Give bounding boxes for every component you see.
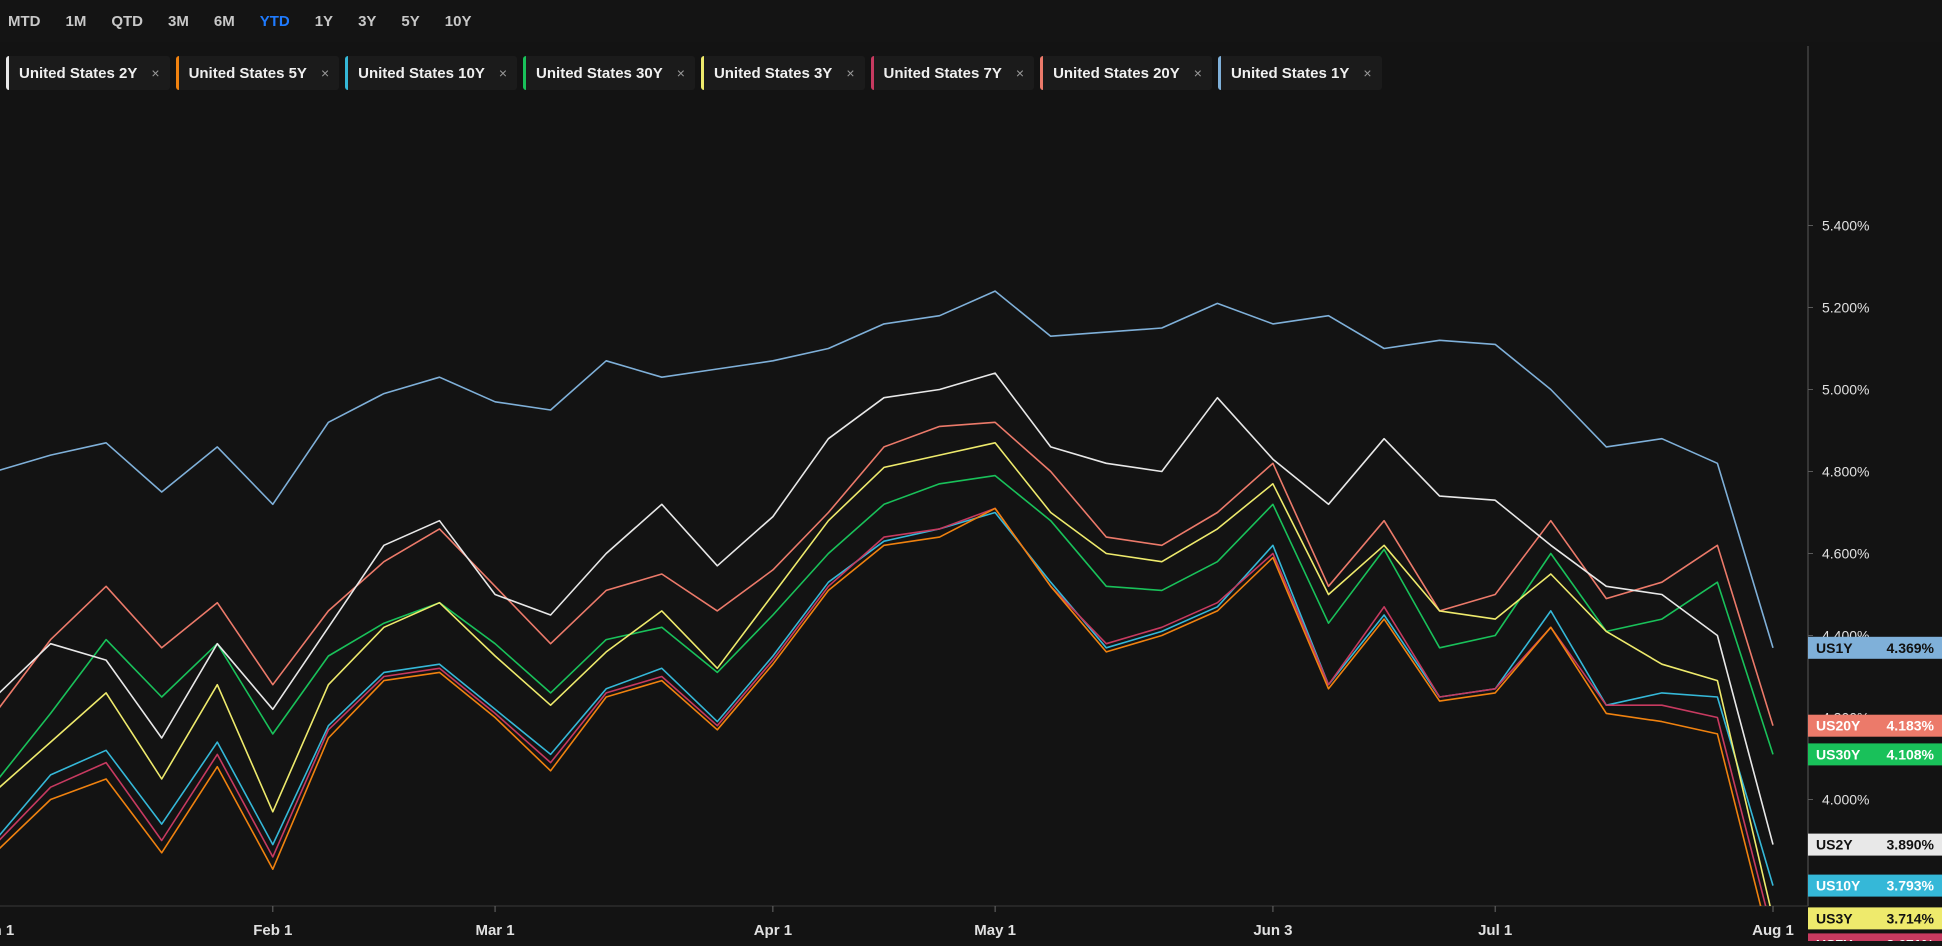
timeframe-3y-button[interactable]: 3Y [358, 12, 377, 30]
timeframe-10y-button[interactable]: 10Y [444, 12, 472, 30]
badge-series-label: US30Y [1816, 746, 1861, 762]
x-tick-label: Jan 1 [0, 922, 14, 939]
legend-chip[interactable]: United States 20Y × [1040, 56, 1212, 90]
badge-background [1808, 743, 1942, 766]
series-line-us5y[interactable] [0, 507, 1773, 941]
y-tick-label: 4.600% [1822, 546, 1869, 562]
last-value-badge: US7Y 3.671% [1808, 933, 1942, 946]
close-icon[interactable]: × [1015, 65, 1025, 81]
timeframe-toolbar: MTD 1M QTD 3M 6M YTD 1Y 3Y 5Y 10Y [0, 0, 1942, 42]
legend-chip[interactable]: United States 1Y × [1217, 56, 1382, 90]
series-line-us2y[interactable] [0, 372, 1774, 845]
badge-background [1808, 907, 1942, 930]
timeframe-6m-button[interactable]: 6M [213, 12, 235, 30]
last-value-badge: US10Y 3.793% [1808, 874, 1942, 897]
timeframe-qtd-button[interactable]: QTD [111, 12, 144, 30]
badge-last-value: 3.671% [1887, 936, 1935, 941]
timeframe-5y-button[interactable]: 5Y [401, 12, 420, 30]
series-line-us7y[interactable] [0, 507, 1773, 934]
badge-last-value: 4.369% [1887, 640, 1935, 656]
legend-chip-label: United States 2Y [19, 64, 138, 82]
x-tick-label: Apr 1 [754, 922, 792, 939]
badge-series-label: US3Y [1816, 910, 1853, 926]
legend-chip[interactable]: United States 10Y × [345, 56, 518, 90]
series-line-us30y[interactable] [0, 474, 1774, 783]
legend-chip-label: United States 1Y [1230, 64, 1350, 82]
badge-background [1808, 714, 1942, 737]
badge-series-label: US1Y [1816, 640, 1853, 656]
last-value-badge: US2Y 3.890% [1808, 833, 1942, 856]
timeframe-1y-button[interactable]: 1Y [314, 12, 334, 30]
badge-last-value: 4.183% [1887, 718, 1935, 734]
legend-chip[interactable]: United States 3Y × [700, 56, 865, 90]
y-tick-label: 5.000% [1822, 382, 1869, 398]
legend-chip-label: United States 3Y [713, 64, 833, 82]
x-tick-label: Aug 1 [1752, 922, 1794, 939]
legend-chip[interactable]: United States 30Y × [523, 56, 695, 90]
x-tick-label: Jun 3 [1253, 922, 1292, 939]
last-value-badge: US1Y 4.369% [1808, 636, 1942, 659]
last-value-badge: US30Y 4.108% [1808, 743, 1942, 766]
close-icon[interactable]: × [1363, 65, 1372, 81]
close-icon[interactable]: × [846, 65, 855, 81]
badge-series-label: US7Y [1816, 936, 1853, 941]
legend-chip-label: United States 20Y [1053, 64, 1180, 82]
badge-last-value: 3.793% [1887, 878, 1935, 894]
badge-background [1808, 636, 1942, 659]
x-tick-label: Jul 1 [1478, 922, 1512, 939]
series-line-us10y[interactable] [0, 511, 1774, 886]
close-icon[interactable]: × [151, 65, 160, 81]
badge-background [1808, 833, 1942, 856]
series-legend: United States 2Y × United States 5Y × United… [6, 56, 1382, 90]
badge-last-value: 3.890% [1887, 837, 1935, 853]
close-icon[interactable]: × [498, 65, 508, 81]
legend-chip[interactable]: United States 7Y × [870, 56, 1035, 90]
series-line-us20y[interactable] [0, 421, 1774, 726]
series-group [0, 290, 1774, 941]
series-line-us3y[interactable] [0, 441, 1773, 919]
badge-last-value: 3.714% [1887, 910, 1935, 926]
legend-chip[interactable]: United States 2Y × [6, 56, 170, 90]
legend-chip-label: United States 10Y [358, 64, 485, 82]
badge-series-label: US20Y [1816, 718, 1861, 734]
timeframe-mtd-button[interactable]: MTD [8, 12, 41, 30]
timeframe-ytd-button[interactable]: YTD [259, 12, 290, 30]
y-tick-label: 5.200% [1822, 300, 1869, 316]
close-icon[interactable]: × [1193, 65, 1202, 81]
chart-area: 4.000%4.200%4.400%4.600%4.800%5.000%5.20… [0, 42, 1942, 946]
legend-chip[interactable]: United States 5Y × [175, 56, 340, 90]
last-value-badge: US3Y 3.714% [1808, 907, 1942, 930]
legend-chip-label: United States 5Y [188, 64, 307, 82]
y-tick-label: 4.800% [1822, 464, 1869, 480]
x-tick-label: Mar 1 [475, 922, 514, 939]
badge-series-label: US2Y [1816, 837, 1853, 853]
x-tick-label: Feb 1 [253, 922, 292, 939]
legend-chip-label: United States 30Y [536, 64, 663, 82]
legend-chip-label: United States 7Y [883, 64, 1002, 82]
y-tick-label: 5.400% [1822, 218, 1869, 234]
badge-last-value: 4.108% [1887, 746, 1935, 762]
x-tick-label: May 1 [974, 922, 1016, 939]
timeframe-1m-button[interactable]: 1M [65, 12, 87, 30]
yield-chart[interactable]: 4.000%4.200%4.400%4.600%4.800%5.000%5.20… [0, 42, 1942, 946]
close-icon[interactable]: × [676, 65, 685, 81]
timeframe-3m-button[interactable]: 3M [168, 12, 189, 30]
close-icon[interactable]: × [320, 65, 330, 81]
y-tick-label: 4.000% [1822, 792, 1869, 808]
badge-series-label: US10Y [1816, 878, 1861, 894]
series-line-us1y[interactable] [0, 290, 1774, 649]
last-value-badge: US20Y 4.183% [1808, 714, 1942, 737]
badge-background [1808, 874, 1942, 897]
